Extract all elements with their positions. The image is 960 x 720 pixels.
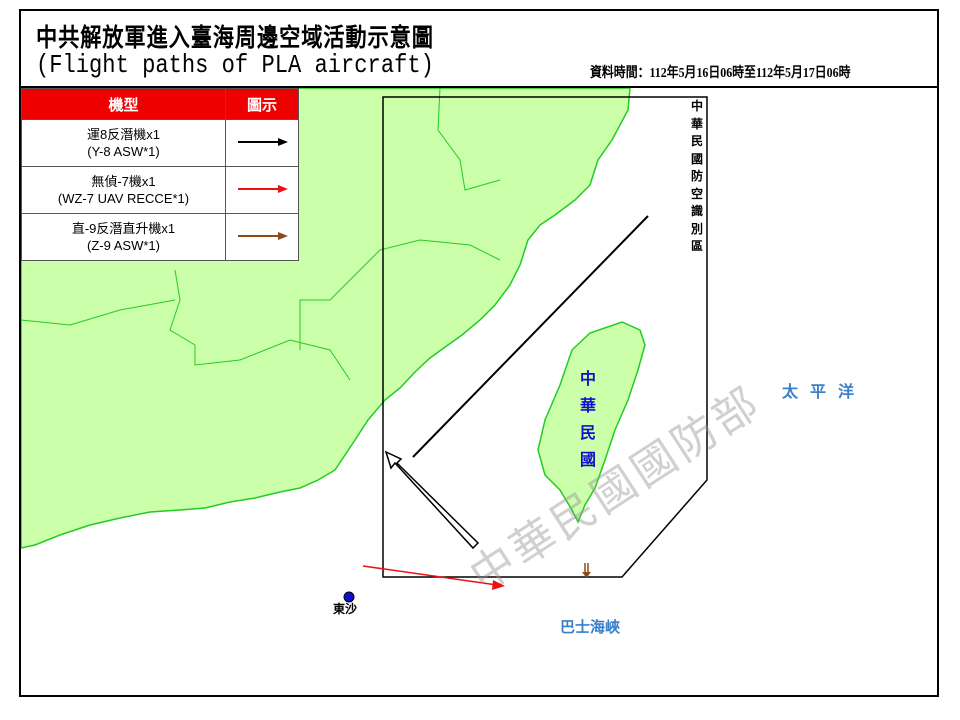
y8-flight-path bbox=[412, 215, 649, 458]
z9-arrowhead bbox=[582, 572, 591, 578]
legend-row: 無偵-7機x1 (WZ-7 UAV RECCE*1) bbox=[21, 166, 299, 214]
brown-arrow-icon bbox=[238, 232, 288, 240]
legend-zh: 直-9反潛直升機x1 bbox=[71, 221, 176, 236]
taiwan-label: 中華民國 bbox=[579, 369, 596, 469]
y8-return-arrow bbox=[384, 450, 480, 550]
header-divider bbox=[19, 86, 937, 88]
province-borders bbox=[21, 88, 501, 381]
map-frame bbox=[19, 9, 939, 697]
pacific-label: 太平洋 bbox=[782, 382, 867, 401]
page-subtitle: (Flight paths of PLA aircraft) bbox=[36, 50, 434, 80]
taiwan-land bbox=[537, 321, 646, 524]
z9-flight-path bbox=[584, 563, 589, 572]
red-arrow-icon bbox=[238, 185, 288, 193]
adiz-boundary bbox=[382, 96, 708, 578]
dongsha-label: 東沙 bbox=[333, 602, 358, 616]
wz7-flight-path bbox=[362, 565, 498, 586]
legend-zh: 運8反潛機x1 bbox=[87, 127, 160, 142]
legend-header-symbol: 圖示 bbox=[225, 88, 299, 120]
black-arrow-icon bbox=[238, 138, 288, 146]
dongsha-marker bbox=[343, 591, 355, 603]
legend-en: (Z-9 ASW*1) bbox=[87, 238, 160, 253]
legend-row: 運8反潛機x1 (Y-8 ASW*1) bbox=[21, 119, 299, 167]
bashi-channel-label: 巴士海峽 bbox=[560, 618, 621, 636]
legend-zh: 無偵-7機x1 bbox=[91, 174, 156, 189]
legend-en: (Y-8 ASW*1) bbox=[87, 144, 160, 159]
page-title: 中共解放軍進入臺海周邊空域活動示意圖 bbox=[36, 25, 434, 52]
wz7-arrowhead bbox=[492, 580, 505, 590]
legend-table: 機型 圖示 運8反潛機x1 (Y-8 ASW*1) 無偵-7機x1 (WZ-7 UA… bbox=[21, 88, 299, 261]
adiz-label: 中華民國防空識別區 bbox=[690, 99, 703, 253]
legend-en: (WZ-7 UAV RECCE*1) bbox=[57, 191, 190, 206]
legend-row: 直-9反潛直升機x1 (Z-9 ASW*1) bbox=[21, 213, 299, 261]
legend-header-type: 機型 bbox=[21, 88, 226, 120]
data-time: 資料時間：112年5月16日06時至112年5月17日06時 bbox=[590, 66, 851, 81]
